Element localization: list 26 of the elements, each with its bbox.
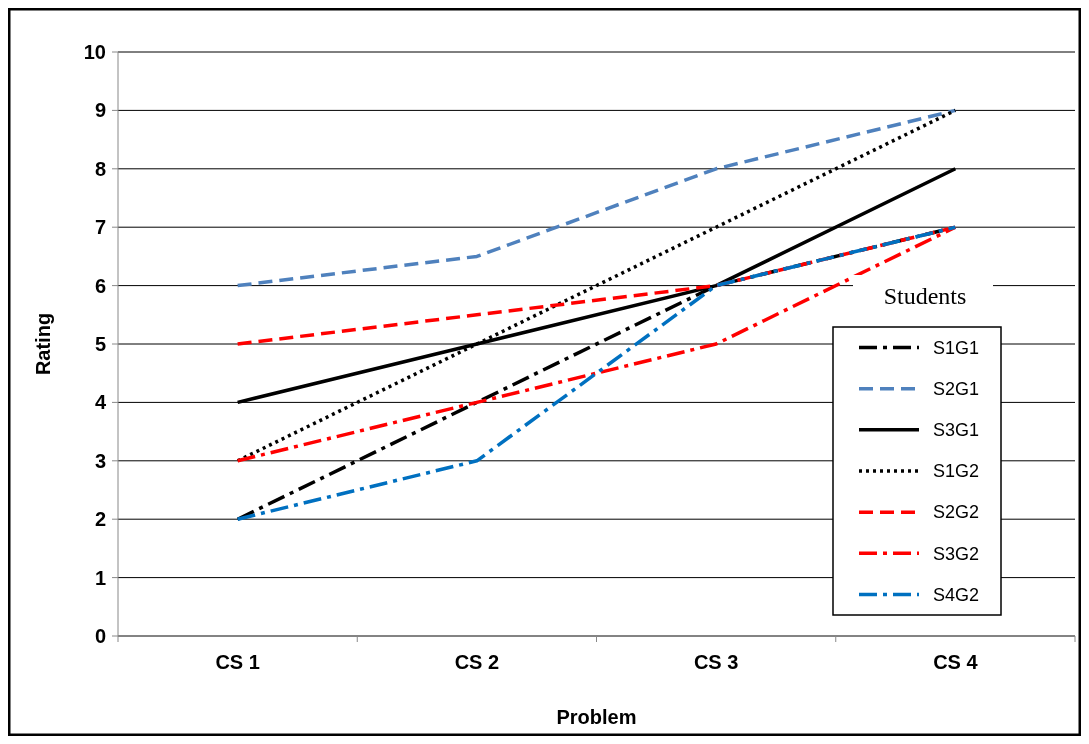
y-tick-label: 1 bbox=[94, 566, 106, 589]
x-tick-label: CS 4 bbox=[933, 651, 979, 673]
legend-label: S1G2 bbox=[933, 461, 980, 482]
y-tick-label: 3 bbox=[94, 449, 106, 472]
y-tick-label: 9 bbox=[94, 99, 106, 122]
legend-label: S2G2 bbox=[933, 502, 980, 523]
legend-label: S3G2 bbox=[933, 543, 980, 564]
y-tick-label: 4 bbox=[94, 391, 107, 414]
legend-label: S2G1 bbox=[933, 379, 980, 400]
y-tick-label: 6 bbox=[94, 274, 106, 297]
y-tick-label: 10 bbox=[83, 41, 106, 63]
y-tick-label: 0 bbox=[94, 625, 106, 647]
y-axis-title: Rating bbox=[32, 312, 54, 376]
legend-title: Students bbox=[883, 283, 967, 309]
legend-label: S3G1 bbox=[933, 420, 980, 441]
y-tick-label: 7 bbox=[94, 216, 106, 239]
line-series bbox=[235, 108, 958, 288]
x-tick-label: CS 3 bbox=[693, 651, 739, 673]
x-axis-title: Problem bbox=[556, 706, 637, 728]
x-tick-label: CS 2 bbox=[454, 651, 500, 673]
y-tick-label: 5 bbox=[94, 333, 106, 355]
y-tick-label: 8 bbox=[94, 157, 106, 180]
legend-label: S1G1 bbox=[933, 337, 980, 358]
y-tick-label: 2 bbox=[94, 508, 106, 531]
legend-label: S4G2 bbox=[933, 584, 980, 605]
x-tick-label: CS 1 bbox=[215, 651, 260, 673]
